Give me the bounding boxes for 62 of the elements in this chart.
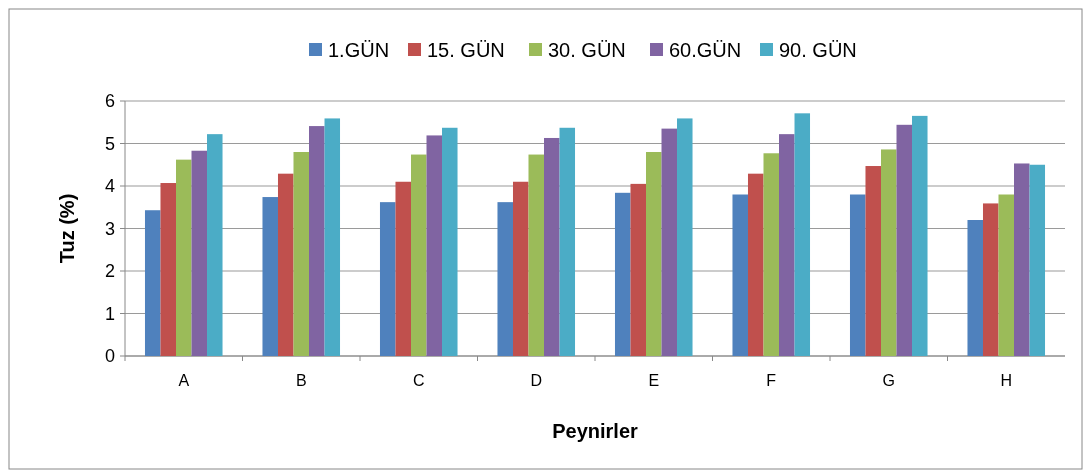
bar xyxy=(967,220,983,356)
bar xyxy=(207,134,223,356)
y-tick-label: 6 xyxy=(104,91,115,112)
x-tick-label: E xyxy=(648,372,660,389)
bar xyxy=(982,203,999,356)
bar xyxy=(763,153,780,356)
y-tick-label: 2 xyxy=(104,261,115,282)
bar xyxy=(544,137,560,356)
bar xyxy=(176,159,192,356)
bar xyxy=(411,154,427,356)
bar xyxy=(1029,164,1046,356)
x-tick-label: H xyxy=(1000,372,1013,389)
bar xyxy=(379,202,396,356)
x-tick-label: D xyxy=(530,372,543,389)
bar xyxy=(630,183,646,356)
bar xyxy=(160,183,176,356)
y-tick-label: 3 xyxy=(104,218,115,239)
bar xyxy=(395,181,411,356)
x-tick-label: A xyxy=(178,372,190,389)
y-tick-label: 1 xyxy=(104,303,115,324)
bar xyxy=(881,149,897,356)
y-tick-label: 0 xyxy=(104,346,115,367)
x-axis-title: Peynirler xyxy=(552,420,639,442)
bar xyxy=(293,152,310,356)
bar xyxy=(262,197,278,356)
bar xyxy=(614,192,631,356)
legend-label: 60.GÜN xyxy=(669,39,742,61)
bar xyxy=(732,194,748,356)
bar xyxy=(661,128,678,356)
y-tick-label: 4 xyxy=(104,176,115,197)
legend-label: 30. GÜN xyxy=(548,39,626,61)
bar xyxy=(442,127,458,356)
bar xyxy=(497,202,513,356)
legend-label: 1.GÜN xyxy=(328,39,390,61)
bar xyxy=(528,154,545,356)
bar xyxy=(144,210,161,356)
bar xyxy=(191,150,208,356)
bar xyxy=(426,135,443,356)
bar xyxy=(1014,163,1030,356)
legend-label: 15. GÜN xyxy=(427,39,505,61)
bar xyxy=(324,118,341,356)
bar xyxy=(559,127,576,356)
bar xyxy=(779,134,795,356)
y-tick-label: 5 xyxy=(104,133,115,154)
bar xyxy=(896,124,913,356)
bar xyxy=(849,194,866,356)
bar xyxy=(794,113,811,356)
x-tick-label: C xyxy=(412,372,425,389)
bar xyxy=(912,115,928,356)
legend-label: 90. GÜN xyxy=(779,39,857,61)
y-axis-title: Tuz (%) xyxy=(56,193,78,264)
bar xyxy=(512,181,529,356)
bar xyxy=(646,152,662,356)
bar xyxy=(747,173,764,356)
x-tick-label: B xyxy=(295,372,307,389)
bar xyxy=(865,166,881,356)
bar xyxy=(309,126,325,356)
x-tick-label: G xyxy=(882,372,895,389)
x-tick-label: F xyxy=(766,372,777,389)
bar xyxy=(677,118,693,356)
bar xyxy=(277,173,294,356)
bar xyxy=(998,194,1015,356)
